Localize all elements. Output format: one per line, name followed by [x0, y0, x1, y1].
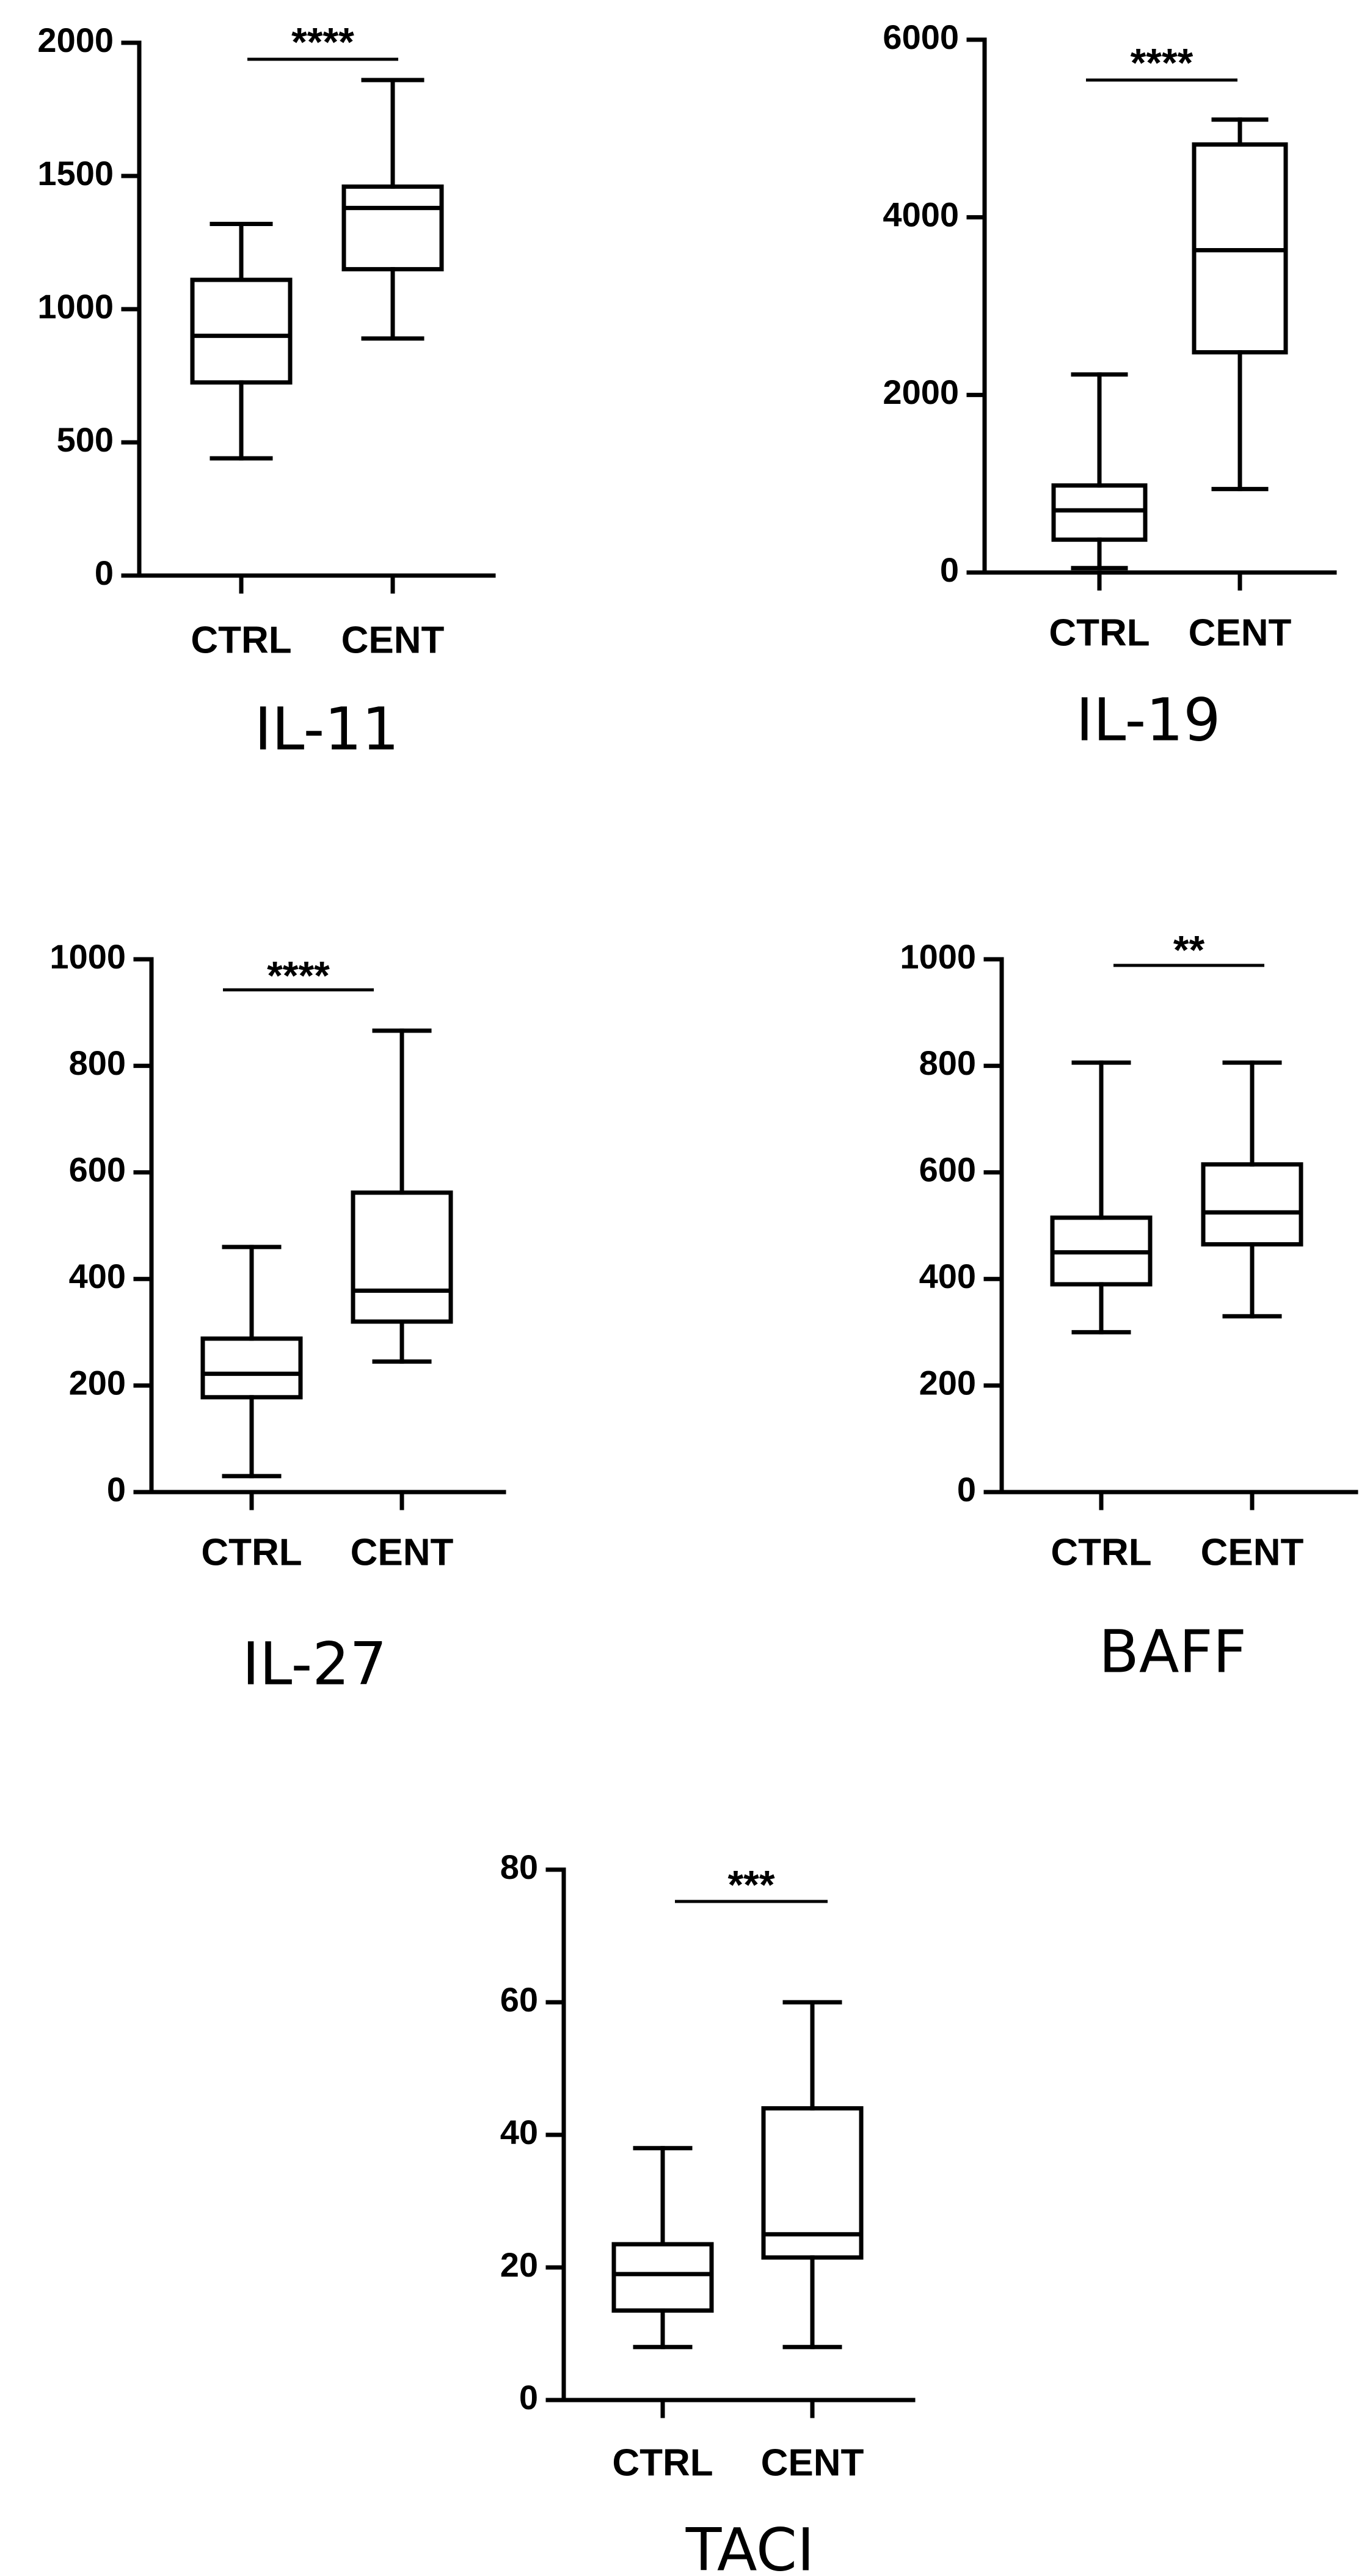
panel-taci: 0 20 40 60 80 CTRL CENT *** TACI — [500, 1848, 916, 2576]
x-tick-label-cent: CENT — [1189, 612, 1292, 654]
box-iqr — [341, 184, 444, 272]
box-ctrl — [200, 1245, 303, 1479]
box-iqr — [1051, 483, 1148, 542]
x-tick-label-cent: CENT — [761, 2442, 864, 2484]
y-tick-label: 80 — [500, 1848, 538, 1886]
y-tick-label: 0 — [940, 551, 959, 589]
y-tick-label: 200 — [69, 1363, 126, 1402]
y-tick-label: 200 — [919, 1363, 976, 1402]
y-tick-label: 500 — [57, 420, 114, 459]
box-ctrl — [190, 221, 293, 461]
y-tick-label: 400 — [919, 1257, 976, 1295]
y-tick-label: 1000 — [900, 937, 976, 976]
box-iqr — [190, 277, 293, 385]
y-tick-label: 2000 — [37, 21, 114, 59]
panel-title: IL-19 — [1076, 686, 1221, 754]
box-ctrl — [1051, 372, 1148, 571]
box-iqr — [611, 2242, 714, 2313]
y-tick-label: 600 — [69, 1151, 126, 1189]
y-tick-label: 6000 — [883, 18, 959, 56]
box-cent — [1201, 1060, 1303, 1319]
box-cent — [341, 78, 444, 341]
box-iqr — [351, 1190, 453, 1324]
x-tick-label-cent: CENT — [351, 1531, 454, 1573]
x-tick-label-ctrl: CTRL — [612, 2442, 713, 2484]
box-cent — [1192, 117, 1288, 491]
significance-label: **** — [1131, 40, 1193, 85]
panel-il-27: 0 200 400 600 800 1000 CTRL CENT **** IL-27 — [49, 937, 506, 1698]
box-ctrl — [1050, 1060, 1153, 1334]
panel-baff: 0 200 400 600 800 1000 CTRL CENT ** BAFF — [900, 927, 1358, 1686]
box-iqr — [1201, 1162, 1303, 1247]
box-cent — [761, 2000, 864, 2349]
y-tick-label: 800 — [919, 1044, 976, 1082]
y-tick-label: 1500 — [37, 154, 114, 192]
x-tick-label-ctrl: CTRL — [1051, 1531, 1151, 1573]
panel-il-19: 0 2000 4000 6000 CTRL CENT **** IL-19 — [883, 18, 1337, 754]
significance-label: *** — [727, 1862, 774, 1907]
box-iqr — [200, 1336, 303, 1400]
panel-title: BAFF — [1099, 1617, 1247, 1686]
y-tick-label: 0 — [957, 1470, 976, 1509]
y-tick-label: 400 — [69, 1257, 126, 1295]
x-tick-label-cent: CENT — [1201, 1531, 1304, 1573]
box-ctrl — [611, 2146, 714, 2349]
y-tick-label: 2000 — [883, 373, 959, 411]
box-cent — [351, 1028, 453, 1364]
significance-label: ** — [1173, 927, 1205, 972]
significance-label: **** — [291, 19, 354, 64]
panel-title: TACI — [685, 2516, 815, 2576]
y-tick-label: 4000 — [883, 195, 959, 233]
panel-il-11: 0 500 1000 1500 2000 CTRL CENT **** IL-11 — [37, 19, 496, 763]
y-tick-label: 600 — [919, 1151, 976, 1189]
panel-title: IL-27 — [242, 1630, 387, 1698]
panel-title: IL-11 — [255, 695, 399, 763]
y-tick-label: 1000 — [37, 287, 114, 326]
x-tick-label-cent: CENT — [341, 619, 445, 661]
y-tick-label: 0 — [95, 554, 114, 592]
x-tick-label-ctrl: CTRL — [191, 619, 291, 661]
y-tick-label: 0 — [107, 1470, 126, 1509]
box-iqr — [761, 2106, 864, 2260]
y-tick-label: 800 — [69, 1044, 126, 1082]
y-tick-label: 60 — [500, 1980, 538, 2019]
y-tick-label: 20 — [500, 2245, 538, 2284]
x-tick-label-ctrl: CTRL — [201, 1531, 302, 1573]
x-tick-label-ctrl: CTRL — [1049, 612, 1150, 654]
y-tick-label: 1000 — [49, 937, 126, 976]
y-tick-label: 40 — [500, 2113, 538, 2151]
y-tick-label: 0 — [519, 2378, 538, 2417]
significance-label: **** — [267, 953, 330, 998]
